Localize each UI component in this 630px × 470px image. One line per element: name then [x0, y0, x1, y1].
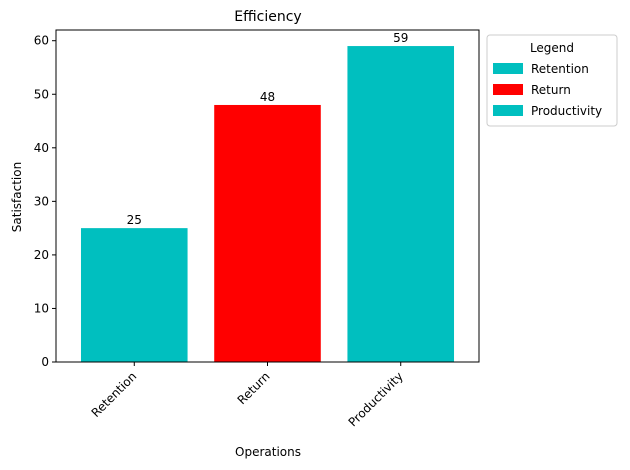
legend-swatch-return	[493, 84, 523, 95]
legend-label-productivity: Productivity	[531, 104, 602, 118]
y-tick-label: 40	[34, 141, 49, 155]
y-tick-label: 30	[34, 194, 49, 208]
legend-swatch-retention	[493, 63, 523, 74]
y-axis-label: Satisfaction	[10, 162, 24, 232]
legend-items: Retention Return Productivity	[493, 62, 602, 118]
legend-label-retention: Retention	[531, 62, 589, 76]
data-label-retention: 25	[127, 213, 142, 227]
bar-retention	[80, 228, 188, 362]
chart-title: Efficiency	[234, 9, 301, 25]
legend-swatch-productivity	[493, 105, 523, 116]
bar-return	[214, 104, 321, 362]
x-axis-label: Operations	[235, 445, 301, 459]
y-tick-label: 50	[34, 87, 49, 101]
legend: Legend Retention Return Productivity	[486, 34, 618, 127]
x-tick-label-productivity: Productivity	[346, 369, 406, 429]
y-tick-label: 0	[41, 355, 49, 369]
y-tick-label: 10	[34, 301, 49, 315]
data-label-return: 48	[260, 90, 275, 104]
x-tick-label-retention: Retention	[89, 369, 140, 420]
y-tick-label: 60	[34, 34, 49, 48]
legend-frame	[486, 34, 618, 127]
legend-title: Legend	[530, 41, 574, 55]
legend-label-return: Return	[531, 83, 571, 97]
bar-productivity	[347, 46, 455, 363]
y-tick-label: 20	[34, 248, 49, 262]
data-label-productivity: 59	[393, 31, 408, 45]
plot-area: 25 48 59 0 10 20 30 40 50 60 Retention Return Produc…	[34, 29, 480, 429]
x-tick-label-return: Return	[235, 369, 273, 407]
